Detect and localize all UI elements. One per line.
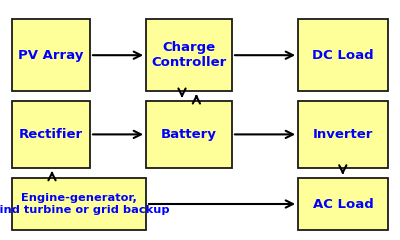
Text: Battery: Battery [161,128,217,141]
Text: Inverter: Inverter [313,128,373,141]
FancyBboxPatch shape [12,178,146,230]
FancyBboxPatch shape [146,19,232,91]
FancyBboxPatch shape [298,178,388,230]
FancyBboxPatch shape [146,101,232,168]
Text: AC Load: AC Load [313,198,373,210]
FancyBboxPatch shape [12,19,90,91]
Text: Engine-generator,
wind turbine or grid backup: Engine-generator, wind turbine or grid b… [0,193,169,215]
Text: PV Array: PV Array [18,49,84,62]
Text: Charge
Controller: Charge Controller [151,41,227,69]
FancyBboxPatch shape [12,101,90,168]
Text: DC Load: DC Load [312,49,374,62]
FancyBboxPatch shape [298,19,388,91]
Text: Rectifier: Rectifier [19,128,83,141]
FancyBboxPatch shape [298,101,388,168]
